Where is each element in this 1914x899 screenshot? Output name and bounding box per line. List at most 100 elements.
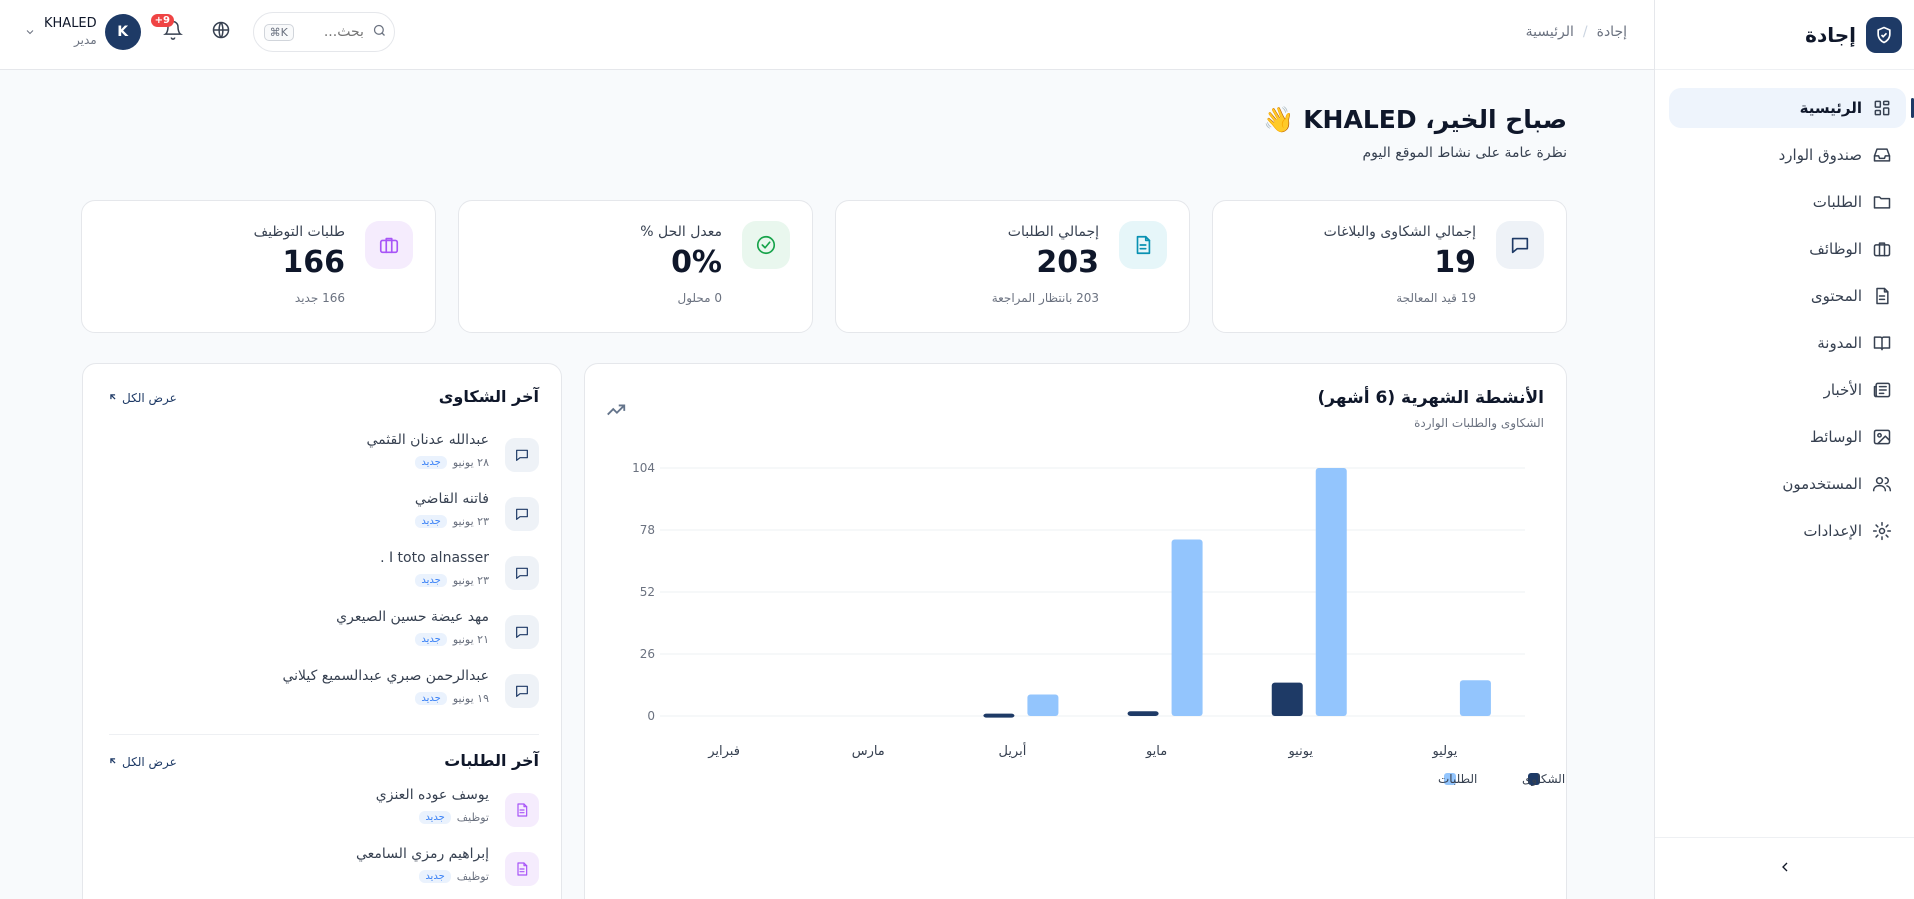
sidebar-item-8[interactable]: المستخدمون [1669, 464, 1906, 504]
arrow-up-left-icon [108, 755, 118, 769]
list-item[interactable]: عبدالرحمن صبري عبدالسميع كيلاني ١٩ يونيو ج… [109, 668, 539, 718]
bar-complaints [983, 713, 1015, 718]
trending-up-icon [605, 399, 627, 425]
chart-subtitle: الشكاوى والطلبات الواردة [1414, 416, 1544, 430]
brand[interactable]: إجادة [1655, 0, 1914, 70]
search-box[interactable]: ⌘K [252, 12, 395, 52]
brand-name: إجادة [1805, 22, 1856, 47]
requests-view-all-label: عرض الكل [122, 755, 177, 769]
bar-requests [1027, 694, 1059, 716]
list-item[interactable]: عبدالله عدنان القثمي ٢٨ يونيو جديد [109, 432, 539, 482]
stat-card[interactable]: إجمالي الطلبات 203 203 بانتظار المراجعة [835, 200, 1190, 333]
status-badge: جديد [415, 456, 447, 469]
avatar[interactable]: K [104, 14, 141, 50]
x-tick-label: يوليو [1431, 744, 1457, 759]
user-menu[interactable]: KHALED مدير K [24, 14, 141, 50]
status-badge: جديد [415, 574, 447, 587]
x-tick-label: فبراير [707, 744, 740, 759]
item-meta: ١٩ يونيو جديد [415, 692, 489, 705]
breadcrumb-current: الرئيسية [1525, 24, 1574, 40]
stat-value: 166 [282, 245, 345, 280]
chevron-left-icon[interactable] [1777, 859, 1793, 879]
bar-complaints [1127, 711, 1159, 716]
item-name: فاتنه القاضي [414, 491, 489, 507]
document-icon [505, 793, 539, 827]
message-icon [505, 615, 539, 649]
complaints-title: آخر الشكاوى [438, 387, 539, 406]
stat-card[interactable]: طلبات التوظيف 166 166 جديد [81, 200, 436, 333]
y-tick-label: 0 [647, 709, 655, 723]
item-name: عبدالرحمن صبري عبدالسميع كيلاني [282, 668, 489, 684]
x-tick-label: مارس [852, 744, 885, 759]
search-input[interactable] [301, 24, 364, 40]
breadcrumb-root[interactable]: إجادة [1596, 24, 1627, 40]
language-button[interactable] [205, 16, 237, 48]
message-icon [505, 438, 539, 472]
list-item[interactable]: مهد عيضة حسين الصيعري ٢١ يونيو جديد [109, 609, 539, 659]
item-meta: ٢١ يونيو جديد [415, 633, 489, 646]
sidebar-item-0[interactable]: الرئيسية [1669, 88, 1914, 128]
stat-label: إجمالي الشكاوى والبلاغات [1323, 224, 1476, 240]
sidebar-item-6[interactable]: الأخبار [1669, 370, 1906, 410]
sidebar-item-2[interactable]: الطلبات [1669, 182, 1906, 222]
list-item[interactable]: I toto alnasser . ٢٣ يونيو جديد [109, 550, 539, 600]
complaints-view-all-link[interactable]: عرض الكل [108, 391, 177, 405]
gear-icon [1872, 521, 1892, 541]
list-item[interactable]: إبراهيم رمزي السامعي توظيف جديد [109, 846, 539, 896]
arrow-up-left-icon [108, 391, 118, 405]
sidebar-nav: الرئيسية صندوق الوارد الطلبات الوظائف المحتو… [1655, 70, 1914, 551]
sidebar-item-label: الطلبات [1812, 193, 1862, 211]
item-date: ٢٣ يونيو [452, 515, 489, 528]
folder-icon [1872, 192, 1892, 212]
sidebar-item-3[interactable]: الوظائف [1669, 229, 1906, 269]
sidebar-item-9[interactable]: الإعدادات [1669, 511, 1906, 551]
stat-subtext: 203 بانتظار المراجعة [991, 291, 1099, 305]
status-badge: جديد [415, 633, 447, 646]
legend-swatch [1528, 773, 1540, 785]
sidebar-item-label: الوسائط [1809, 428, 1862, 446]
latest-lists-card: آخر الشكاوى عرض الكل عبدالله عدنان القثم… [82, 363, 562, 899]
sidebar-item-1[interactable]: صندوق الوارد [1669, 135, 1906, 175]
requests-view-all-link[interactable]: عرض الكل [108, 755, 177, 769]
topbar-actions: KHALED مدير K +9 ⌘K [24, 12, 395, 52]
stat-card[interactable]: معدل الحل % 0% 0 محلول [458, 200, 813, 333]
stat-card[interactable]: إجمالي الشكاوى والبلاغات 19 19 قيد المعالج… [1212, 200, 1567, 333]
message-icon [505, 556, 539, 590]
stat-value: 203 [1036, 245, 1099, 280]
sidebar-item-label: الأخبار [1823, 381, 1862, 399]
list-item[interactable]: فاتنه القاضي ٢٣ يونيو جديد [109, 491, 539, 541]
bar-requests [1459, 680, 1491, 716]
legend-label: الطلبات [1438, 772, 1477, 786]
sidebar-item-5[interactable]: المدونة [1669, 323, 1906, 363]
user-info: KHALED مدير [44, 15, 97, 49]
sidebar: إجادة الرئيسية صندوق الوارد الطلبات الوظائف… [1654, 0, 1914, 899]
sidebar-item-4[interactable]: المحتوى [1669, 276, 1906, 316]
stat-subtext: 19 قيد المعالجة [1396, 291, 1476, 305]
greeting: صباح الخير، KHALED 👋 نظرة عامة على نشاط … [1263, 105, 1567, 161]
bar-requests [1315, 468, 1347, 716]
notifications-button[interactable]: +9 [150, 14, 189, 48]
monthly-activity-card: الأنشطة الشهرية (6 أشهر) الشكاوى والطلبا… [584, 363, 1567, 899]
stat-subtext: 0 محلول [677, 291, 722, 305]
sidebar-item-7[interactable]: الوسائط [1669, 417, 1906, 457]
stat-value: 19 [1434, 245, 1476, 280]
chevron-down-icon [24, 23, 36, 42]
legend-swatch [1444, 773, 1456, 785]
breadcrumb: إجادة / الرئيسية [1526, 24, 1627, 40]
bar-complaints [1271, 682, 1303, 716]
stat-label: طلبات التوظيف [253, 224, 345, 240]
y-tick-label: 52 [640, 585, 655, 599]
y-tick-label: 26 [640, 647, 655, 661]
list-item[interactable]: يوسف عوده العنزي توظيف جديد [109, 787, 539, 837]
y-tick-label: 78 [640, 523, 655, 537]
topbar: إجادة / الرئيسية KHALED مدير K +9 [0, 0, 1654, 70]
status-badge: جديد [419, 870, 451, 883]
item-type: توظيف [456, 811, 489, 824]
briefcase-icon [365, 221, 413, 269]
page-subtitle: نظرة عامة على نشاط الموقع اليوم [1362, 145, 1567, 161]
sidebar-item-label: المحتوى [1810, 287, 1862, 305]
book-icon [1872, 333, 1892, 353]
legend-label: الشكاوى [1522, 772, 1565, 787]
sidebar-footer [1655, 837, 1914, 899]
x-tick-label: أبريل [998, 742, 1026, 759]
